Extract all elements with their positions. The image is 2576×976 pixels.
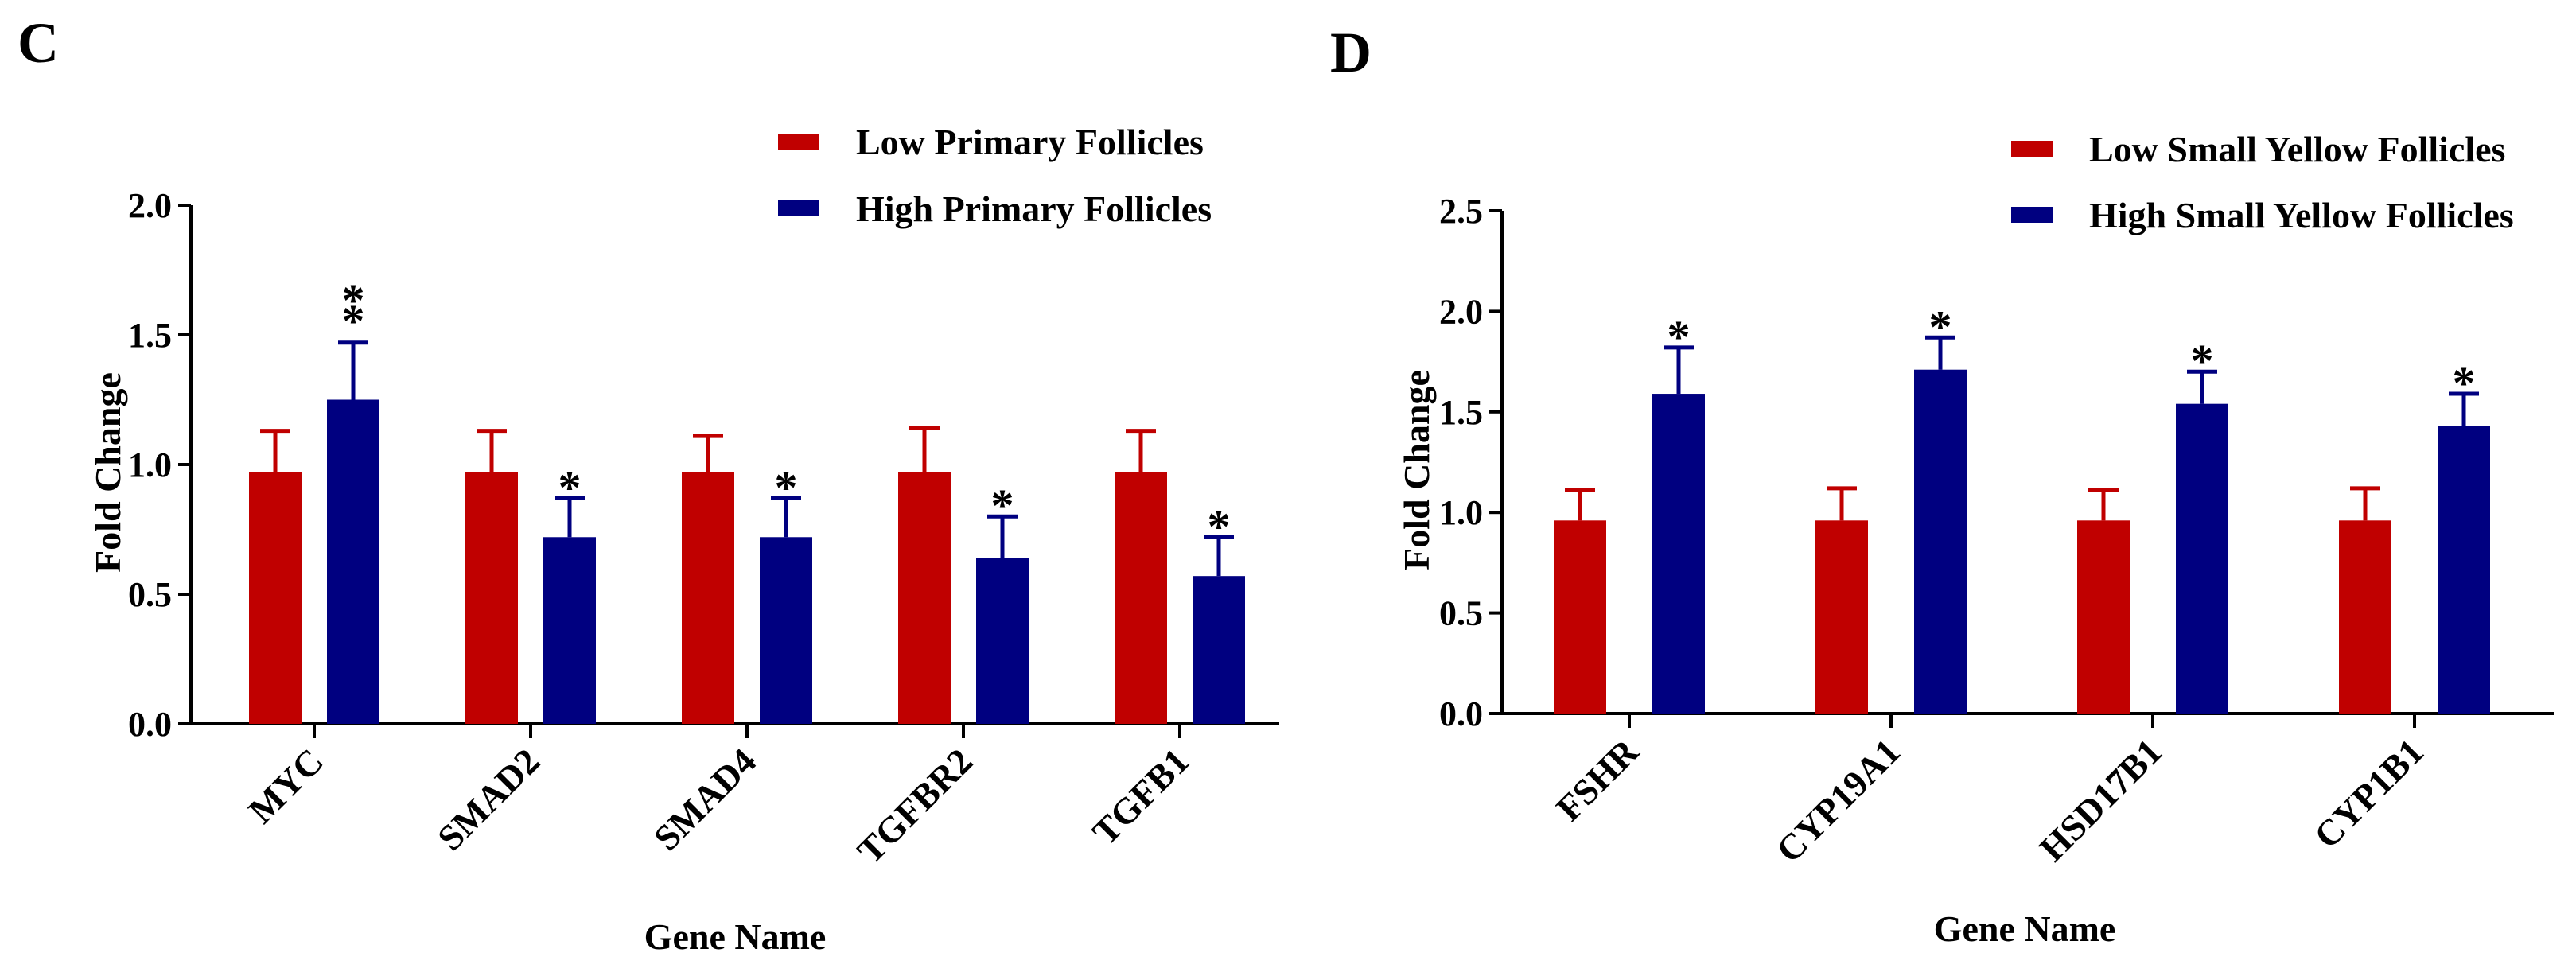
panel-c-category-label: MYC <box>240 741 331 831</box>
panel-d-legend-swatch <box>2011 207 2053 223</box>
panel-d-bar <box>2339 520 2391 714</box>
panel-d-legend-label: High Small Yellow Follicles <box>2089 195 2514 235</box>
panel-d-y-tick-label: 1.5 <box>1439 393 1483 432</box>
panel-c-category-label: SMAD2 <box>430 741 547 858</box>
panel-d-y-tick-label: 2.5 <box>1439 192 1483 231</box>
panel-c-y-tick-label: 0.5 <box>128 575 172 614</box>
panel-c-bar <box>543 537 596 724</box>
panel-c-legend-swatch <box>778 200 819 216</box>
panel-c-y-tick-label: 1.5 <box>128 316 172 355</box>
panel-c-letter: C <box>18 11 59 75</box>
panel-d-bar <box>2077 520 2130 714</box>
panel-c-y-tick-label: 1.0 <box>128 445 172 484</box>
panel-c-significance-mark: * <box>991 480 1014 531</box>
panel-d-category-label: CYP1B1 <box>2306 731 2431 856</box>
panel-d-bar <box>1554 520 1606 714</box>
panel-c-bar <box>682 472 734 724</box>
panel-d-significance-mark: * <box>1929 301 1952 352</box>
panel-d-bar <box>2438 426 2490 714</box>
panel-c-bar <box>1115 472 1167 724</box>
panel-c-category-label: TGFBR2 <box>850 741 980 871</box>
panel-d-y-axis-title: Fold Change <box>1396 370 1437 570</box>
panel-d-bar <box>1652 394 1705 714</box>
panel-c-x-axis-title: Gene Name <box>644 916 827 957</box>
panel-d-legend-label: Low Small Yellow Follicles <box>2089 129 2505 169</box>
panel-c-bar <box>760 537 812 724</box>
panel-c-bar <box>898 472 951 724</box>
panel-d-y-tick-label: 0.5 <box>1439 594 1483 633</box>
panel-d-bar <box>2176 403 2228 714</box>
panel-c-legend-swatch <box>778 134 819 150</box>
panel-c-significance-mark: * <box>558 461 582 513</box>
panel-c-y-tick-label: 0.0 <box>128 705 172 744</box>
panel-d-significance-mark: * <box>2191 335 2214 387</box>
panel-c-significance-mark: * <box>342 274 365 326</box>
panel-d-y-tick-label: 1.0 <box>1439 493 1483 532</box>
panel-d-bar <box>1815 520 1868 714</box>
panel-c-legend-label: Low Primary Follicles <box>856 122 1204 162</box>
panel-d-category-label: FSHR <box>1548 730 1646 828</box>
panel-c-bar <box>327 399 379 724</box>
panel-d-significance-mark: * <box>2453 357 2476 409</box>
panel-c-significance-mark: * <box>1208 500 1231 552</box>
panel-c-bar <box>1193 576 1245 724</box>
panel-d-y-tick-label: 0.0 <box>1439 694 1483 733</box>
panel-d-letter: D <box>1330 21 1372 84</box>
panel-c-significance-mark: * <box>342 295 365 347</box>
panel-d-bar <box>1914 369 1967 714</box>
panel-c-bar <box>976 558 1029 724</box>
panel-d-y-tick-label: 2.0 <box>1439 292 1483 331</box>
panel-c-category-label: TGFB1 <box>1084 741 1197 853</box>
panel-c-y-axis-title: Fold Change <box>88 372 128 573</box>
panel-c-category-label: SMAD4 <box>646 741 764 858</box>
panel-d-x-axis-title: Gene Name <box>1934 908 2116 949</box>
panel-c-legend-label: High Primary Follicles <box>856 189 1212 229</box>
panel-d-category-label: HSD17B1 <box>2032 731 2169 869</box>
panel-c-bar <box>249 472 302 724</box>
panel-c-y-tick-label: 2.0 <box>128 186 172 225</box>
panel-d-legend-swatch <box>2011 141 2053 157</box>
panel-d-significance-mark: * <box>1667 311 1691 363</box>
panel-c-bar <box>465 472 518 724</box>
panel-d-category-label: CYP19A1 <box>1769 731 1908 870</box>
panel-c-significance-mark: * <box>775 461 798 513</box>
